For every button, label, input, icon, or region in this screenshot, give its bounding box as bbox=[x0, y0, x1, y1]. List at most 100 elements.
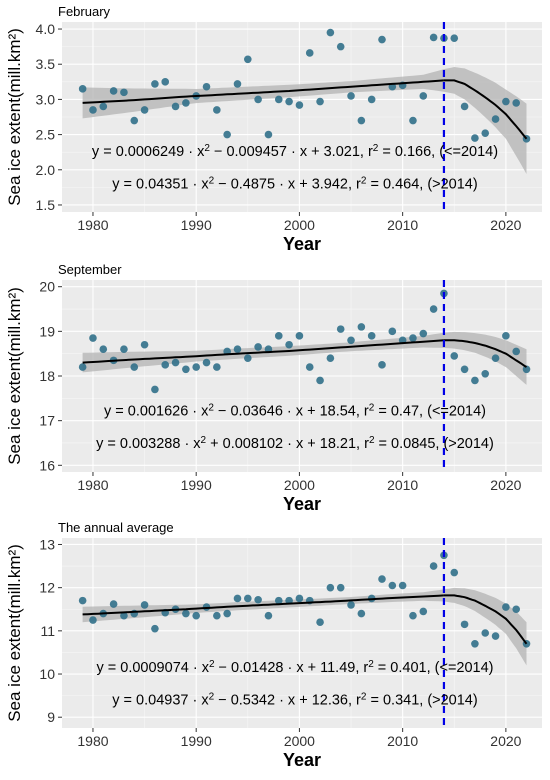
x-tick-label: 2020 bbox=[490, 477, 521, 493]
y-axis-title: Sea ice extent(mill.km²) bbox=[5, 287, 24, 465]
x-tick-label: 1980 bbox=[77, 217, 108, 233]
data-point bbox=[285, 596, 293, 605]
data-point bbox=[429, 305, 438, 313]
data-point bbox=[336, 42, 345, 51]
data-point bbox=[223, 609, 231, 618]
data-point bbox=[89, 106, 97, 114]
data-point bbox=[99, 345, 108, 354]
data-point bbox=[89, 334, 97, 342]
x-tick-label: 1990 bbox=[181, 477, 212, 493]
data-point bbox=[347, 92, 355, 100]
data-point bbox=[398, 581, 407, 590]
data-point bbox=[481, 129, 490, 137]
data-point bbox=[481, 629, 490, 637]
data-point bbox=[409, 611, 417, 620]
data-point bbox=[151, 624, 159, 633]
data-point bbox=[491, 115, 500, 123]
data-point bbox=[429, 33, 438, 42]
data-point bbox=[192, 363, 200, 371]
data-point bbox=[502, 97, 510, 106]
x-axis-title: Year bbox=[283, 494, 321, 514]
data-point bbox=[120, 611, 128, 620]
data-point bbox=[491, 354, 500, 362]
equation-label: y = 0.0009074 · x2 − 0.01428 · x + 11.49… bbox=[97, 658, 494, 676]
x-tick-label: 1990 bbox=[181, 217, 212, 233]
data-point bbox=[305, 49, 314, 57]
y-tick-label: 16 bbox=[39, 457, 55, 473]
data-point bbox=[182, 609, 190, 618]
fit-line-early bbox=[82, 79, 444, 104]
data-point bbox=[109, 600, 118, 608]
fit-line-early bbox=[82, 594, 444, 616]
data-point bbox=[409, 334, 417, 342]
data-point bbox=[78, 596, 87, 605]
chart-panel-2: September 1980 1990 2000 2010 2020 16 17 18 19 20 Y… bbox=[5, 262, 542, 514]
data-point bbox=[471, 134, 479, 142]
data-point bbox=[140, 601, 149, 609]
confidence-band bbox=[82, 331, 527, 385]
data-point bbox=[151, 80, 159, 88]
data-point bbox=[429, 562, 438, 570]
data-point bbox=[367, 95, 376, 104]
data-point bbox=[326, 354, 335, 362]
data-point bbox=[99, 102, 108, 111]
data-point bbox=[357, 116, 366, 125]
data-point bbox=[450, 352, 459, 360]
data-point bbox=[491, 632, 500, 640]
data-point bbox=[512, 605, 520, 614]
data-point bbox=[244, 354, 252, 362]
data-point bbox=[254, 95, 262, 104]
x-axis-title: Year bbox=[283, 234, 321, 254]
data-point bbox=[502, 603, 510, 611]
data-point bbox=[264, 130, 273, 139]
data-point bbox=[140, 106, 149, 114]
y-tick-label: 1.5 bbox=[36, 197, 56, 213]
equation-label: y = 0.04937 · x2 − 0.5342 · x + 12.36, r… bbox=[112, 691, 477, 709]
data-point bbox=[192, 611, 200, 620]
chart-panel-1: February 1980 1990 2000 2010 2020 1.5 2.0 2.5 3.0… bbox=[5, 4, 542, 254]
x-tick-label: 2010 bbox=[387, 477, 418, 493]
x-tick-label: 2010 bbox=[387, 733, 418, 749]
x-tick-label: 2010 bbox=[387, 217, 418, 233]
equation-label: y = 0.04351 · x2 − 0.4875 · x + 3.942, r… bbox=[112, 175, 477, 193]
data-point bbox=[388, 327, 397, 336]
y-tick-label: 3.5 bbox=[36, 56, 56, 72]
data-point bbox=[378, 35, 386, 44]
panel-title: The annual average bbox=[58, 520, 174, 535]
data-point bbox=[202, 82, 211, 91]
data-point bbox=[326, 583, 335, 592]
data-point bbox=[367, 332, 376, 340]
data-point bbox=[336, 325, 345, 333]
data-point bbox=[450, 34, 459, 42]
data-point bbox=[450, 568, 459, 577]
data-point bbox=[171, 102, 180, 111]
data-point bbox=[419, 92, 428, 100]
data-point bbox=[233, 594, 242, 603]
data-point bbox=[409, 116, 417, 125]
data-point bbox=[326, 28, 335, 37]
data-point bbox=[378, 361, 386, 369]
data-point bbox=[274, 95, 283, 104]
data-point bbox=[130, 363, 139, 371]
x-tick-label: 1990 bbox=[181, 733, 212, 749]
y-tick-label: 13 bbox=[39, 536, 55, 552]
data-point bbox=[233, 80, 242, 88]
data-point bbox=[213, 363, 221, 371]
data-point bbox=[316, 97, 324, 106]
data-point bbox=[336, 583, 345, 592]
data-point bbox=[213, 611, 221, 620]
data-point bbox=[161, 78, 170, 86]
y-tick-label: 17 bbox=[39, 413, 55, 429]
data-point bbox=[357, 323, 366, 331]
y-tick-label: 2.5 bbox=[36, 127, 56, 143]
data-point bbox=[460, 620, 469, 629]
y-tick-label: 3.0 bbox=[36, 91, 56, 107]
data-point bbox=[471, 639, 479, 648]
data-point bbox=[213, 106, 221, 114]
data-point bbox=[285, 97, 293, 106]
data-point bbox=[161, 361, 170, 369]
panel-title: February bbox=[58, 4, 111, 19]
data-point bbox=[254, 343, 262, 351]
